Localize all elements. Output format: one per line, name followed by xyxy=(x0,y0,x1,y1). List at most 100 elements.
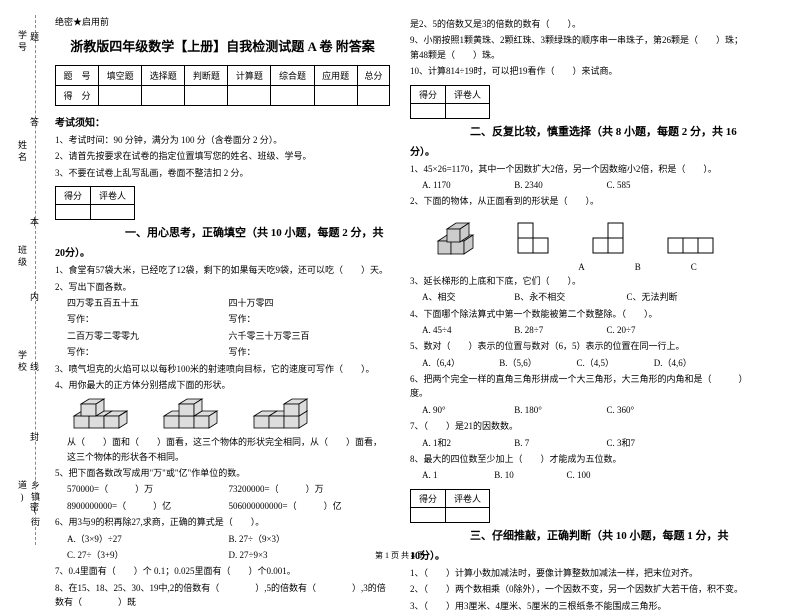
q5c: 8900000000=（ ）亿 xyxy=(67,499,229,513)
opt: C. 100 xyxy=(567,468,637,482)
opt: A. 1和2 xyxy=(422,436,512,450)
q5-row: 570000=（ ）万 73200000=（ ）万 xyxy=(55,482,390,496)
label-c: C xyxy=(691,262,697,272)
left-column: 绝密★启用前 浙教版四年级数学【上册】自我检测试题 A 卷 附答案 题 号 填空… xyxy=(45,15,400,540)
opt: B、永不相交 xyxy=(514,290,624,304)
s2q6-opts: A. 90° B. 180° C. 360° xyxy=(410,403,745,417)
cell xyxy=(142,86,185,106)
section-2-title-end: 分）。 xyxy=(410,143,745,158)
cell: 得分 xyxy=(411,85,446,103)
q6b: B. 27÷（9×3） xyxy=(229,532,391,546)
binding-margin: 学号 姓名 班级 学校 乡镇(街道) xyxy=(8,20,38,540)
section-3-title: 三、仔细推敲，正确判断（共 10 小题，每题 1 分，共 xyxy=(470,530,729,542)
s2q3: 3、延长梯形的上底和下底，它们（ ）。 xyxy=(410,274,745,288)
label-b: B xyxy=(635,262,641,272)
seal-line xyxy=(35,15,36,545)
cell xyxy=(411,507,446,522)
seal-char: 题 xyxy=(30,30,39,43)
q5d: 506000000000=（ ）亿 xyxy=(229,499,391,513)
seal-char: 线 xyxy=(30,360,39,373)
opt: A. 90° xyxy=(422,403,512,417)
q2a: 四万零五百五十五 xyxy=(67,296,229,310)
q6: 6、用3与9的积再除27,求商，正确的算式是（ ）。 xyxy=(55,515,390,529)
opt: B. 10 xyxy=(494,468,564,482)
q2cw: 写作： xyxy=(67,345,229,359)
page-content: 绝密★启用前 浙教版四年级数学【上册】自我检测试题 A 卷 附答案 题 号 填空… xyxy=(0,0,800,545)
s2q1: 1、45×26=1170，其中一个因数扩大2倍，另一个因数缩小2倍，积是（ ）。 xyxy=(410,162,745,176)
q3: 3、喷气坦克的火焰可以以每秒100米的射速喷向目标，它的速度可写作（ ）。 xyxy=(55,362,390,376)
section-1-title: 一、用心思考，正确填空（共 10 小题，每题 2 分，共 xyxy=(125,227,384,239)
shape-option-b xyxy=(588,213,638,258)
opt: B. 28÷7 xyxy=(514,323,604,337)
opt: B.（5,6） xyxy=(499,356,574,370)
opt: A. 45÷4 xyxy=(422,323,512,337)
q2dw: 写作： xyxy=(229,345,391,359)
cube-shape-2 xyxy=(159,396,229,431)
grader-box: 得分评卷人 xyxy=(55,186,135,220)
q8-cont: 是2、5的倍数又是3的倍数的数有（ ）。 xyxy=(410,17,745,31)
opt: B. 180° xyxy=(514,403,604,417)
opt: D.（4,6） xyxy=(654,356,729,370)
opt: B. 7 xyxy=(514,436,604,450)
q5a: 570000=（ ）万 xyxy=(67,482,229,496)
label-xingming: 姓名 xyxy=(16,140,29,164)
cube-figures xyxy=(69,396,390,431)
opt: C. 360° xyxy=(607,403,697,417)
cell: 题 号 xyxy=(56,66,99,86)
seal-char: 内 xyxy=(30,290,39,303)
opt: A. 1 xyxy=(422,468,492,482)
cell: 综合题 xyxy=(271,66,314,86)
cell: 选择题 xyxy=(142,66,185,86)
cell: 填空题 xyxy=(99,66,142,86)
cell xyxy=(228,86,271,106)
cell: 评卷人 xyxy=(91,187,135,205)
label-a: A xyxy=(578,262,585,272)
s3q3: 3、（ ）用3厘米、4厘米、5厘米的三根纸条不能围成三角形。 xyxy=(410,599,745,613)
section-2-title: 二、反复比较，慎重选择（共 8 小题，每题 2 分，共 16 xyxy=(470,126,737,138)
opt: C. 20÷7 xyxy=(607,323,697,337)
q5-row: 8900000000=（ ）亿 506000000000=（ ）亿 xyxy=(55,499,390,513)
cell xyxy=(271,86,314,106)
q10: 10、计算814÷19时，可以把19看作（ ）来试商。 xyxy=(410,64,745,78)
s2q5: 5、数对（ ）表示的位置与数对（6，5）表示的位置在同一行上。 xyxy=(410,339,745,353)
cell: 评卷人 xyxy=(446,85,490,103)
s3q1: 1、（ ）计算小数加减法时，要像计算整数加减法一样，把末位对齐。 xyxy=(410,566,745,580)
notice-item: 2、请首先按要求在试卷的指定位置填写您的姓名、班级、学号。 xyxy=(55,149,390,163)
opt: C、无法判断 xyxy=(627,290,717,304)
cell: 总分 xyxy=(357,66,389,86)
cube-iso-icon xyxy=(433,213,488,258)
cube-shape-3 xyxy=(249,396,319,431)
cell xyxy=(357,86,389,106)
s2q1-opts: A. 1170 B. 2340 C. 585 xyxy=(410,178,745,192)
opt: C.（4,5） xyxy=(577,356,652,370)
exam-title: 浙教版四年级数学【上册】自我检测试题 A 卷 附答案 xyxy=(55,36,390,55)
s2q8: 8、最大的四位数至少加上（ ）才能成为五位数。 xyxy=(410,452,745,466)
cell xyxy=(446,507,490,522)
seal-char: 密 xyxy=(30,500,39,513)
s2q7-opts: A. 1和2 B. 7 C. 3和7 xyxy=(410,436,745,450)
cell xyxy=(99,86,142,106)
label-banji: 班级 xyxy=(16,245,29,269)
label-xuexiao: 学校 xyxy=(16,350,29,374)
s2q4-opts: A. 45÷4 B. 28÷7 C. 20÷7 xyxy=(410,323,745,337)
q4: 4、用你最大的正方体分别搭成下面的形状。 xyxy=(55,378,390,392)
seal-char: 封 xyxy=(30,430,39,443)
q2aw: 写作： xyxy=(67,312,229,326)
cell: 应用题 xyxy=(314,66,357,86)
cell: 得分 xyxy=(411,489,446,507)
q4-text: 从（ ）面和（ ）面看，这三个物体的形状完全相同，从（ ）面看，这三个物体的形状… xyxy=(55,435,390,464)
cell: 得 分 xyxy=(56,86,99,106)
q6a: A.（3×9）÷27 xyxy=(67,532,229,546)
cell xyxy=(56,205,91,220)
q9: 9、小丽按照1颗黄珠、2颗红珠、3颗绿珠的顺序串一串珠子，第26颗是（ ）珠；第… xyxy=(410,33,745,62)
q2-row: 写作： 写作： xyxy=(55,345,390,359)
q7: 7、0.4里面有（ ）个 0.1；0.025里面有（ ）个0.001。 xyxy=(55,564,390,578)
score-summary-table: 题 号 填空题 选择题 判断题 计算题 综合题 应用题 总分 得 分 xyxy=(55,65,390,106)
cell xyxy=(446,103,490,118)
grader-box: 得分评卷人 xyxy=(410,85,490,119)
q8: 8、在15、18、25、30、19中,2的倍数有（ ）,5的倍数有（ ）,3的倍… xyxy=(55,581,390,610)
section-3-header: 三、仔细推敲，正确判断（共 10 小题，每题 1 分，共 xyxy=(410,527,745,543)
opt: A. 1170 xyxy=(422,178,512,192)
q6-row: A.（3×9）÷27 B. 27÷（9×3） xyxy=(55,532,390,546)
cell xyxy=(314,86,357,106)
